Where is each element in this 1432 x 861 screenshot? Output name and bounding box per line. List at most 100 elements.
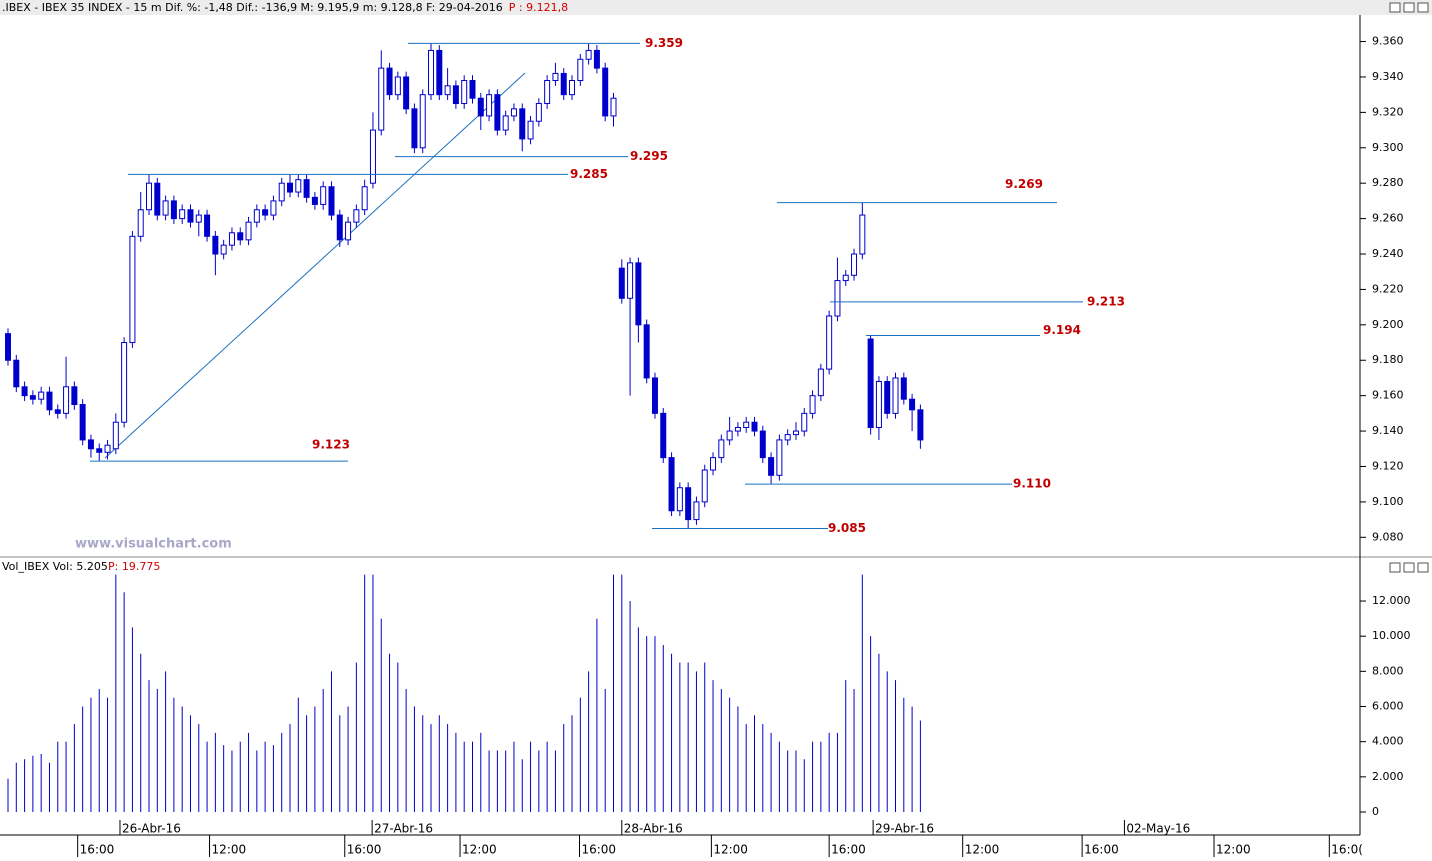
minimize-button[interactable] <box>1389 562 1401 573</box>
candle-body <box>336 214 343 241</box>
candle-body <box>651 377 658 414</box>
candle-body <box>627 262 634 299</box>
candle-body <box>527 120 534 140</box>
close-button[interactable] <box>1417 562 1429 573</box>
candle-body <box>428 49 435 96</box>
maximize-button[interactable] <box>1403 2 1415 13</box>
level-label: 9.359 <box>645 36 683 50</box>
candle-body <box>635 262 642 326</box>
candle-body <box>444 85 451 96</box>
x-tick-label: 12:00 <box>212 843 247 857</box>
candle-body <box>162 200 169 216</box>
y-tick-label: 9.260 <box>1372 212 1404 225</box>
y-tick-label: 9.140 <box>1372 424 1404 437</box>
candle-body <box>220 244 227 255</box>
y-tick-label: 9.300 <box>1372 141 1404 154</box>
date-tick-label: 28-Abr-16 <box>624 822 683 836</box>
candle-body <box>801 412 808 432</box>
x-tick-label: 16:00 <box>1084 843 1119 857</box>
y-tick-label: 9.160 <box>1372 389 1404 402</box>
candle-body <box>5 333 11 361</box>
y2-tick-label: 6.000 <box>1372 700 1404 713</box>
candle-body <box>29 395 36 400</box>
candle-body <box>486 94 493 117</box>
y-tick-label: 9.360 <box>1372 35 1404 48</box>
header: .IBEX - IBEX 35 INDEX - 15 m Dif. %: -1,… <box>2 1 503 14</box>
candle-body <box>146 182 153 211</box>
candle-body <box>237 232 244 241</box>
y-tick-label: 9.200 <box>1372 318 1404 331</box>
candle-body <box>270 200 277 216</box>
candle-body <box>477 97 484 117</box>
candle-body <box>121 342 128 423</box>
candle-body <box>809 395 816 414</box>
y-tick-label: 9.080 <box>1372 530 1404 543</box>
candle-body <box>154 182 161 216</box>
candle-body <box>345 221 352 241</box>
y-tick-label: 9.120 <box>1372 459 1404 472</box>
minimize-button[interactable] <box>1389 2 1401 13</box>
y-tick-label: 9.280 <box>1372 176 1404 189</box>
candle-body <box>262 209 269 216</box>
candle-body <box>892 377 899 414</box>
volume-header-bar <box>0 558 1432 575</box>
candle-body <box>452 85 459 105</box>
candle-body <box>734 427 741 432</box>
y2-tick-label: 12.000 <box>1372 594 1411 607</box>
date-tick-label: 26-Abr-16 <box>122 822 181 836</box>
candle-body <box>726 430 733 441</box>
candle-body <box>834 280 841 317</box>
candle-body <box>643 324 650 379</box>
window-buttons[interactable] <box>1389 2 1429 573</box>
level-label: 9.213 <box>1087 294 1125 308</box>
candle-body <box>71 386 78 406</box>
y-tick-label: 9.220 <box>1372 282 1404 295</box>
candle-body <box>585 49 592 60</box>
candle-body <box>693 501 700 521</box>
candle-body <box>129 235 136 344</box>
x-tick-label: 12:00 <box>965 843 1000 857</box>
candle-body <box>817 368 824 397</box>
candle-body <box>253 209 260 223</box>
candle-body <box>676 487 683 512</box>
x-tick-label: 16:00 <box>347 843 382 857</box>
close-button[interactable] <box>1417 2 1429 13</box>
y-tick-label: 9.340 <box>1372 70 1404 83</box>
candle-body <box>560 72 567 96</box>
candle-body <box>419 94 426 149</box>
candle-body <box>569 80 576 96</box>
level-label: 9.085 <box>828 521 866 535</box>
candle-body <box>701 469 708 503</box>
candle-body <box>909 398 916 411</box>
header-bar <box>0 0 1432 15</box>
candle-body <box>386 67 393 96</box>
watermark: www.visualchart.com <box>75 537 232 552</box>
candle-body <box>170 200 177 220</box>
candle-body <box>320 186 327 205</box>
candle-body <box>668 457 675 512</box>
candle-body <box>378 67 385 131</box>
level-label: 9.123 <box>312 438 350 452</box>
candle-body <box>394 76 401 96</box>
candle-body <box>436 49 443 96</box>
candle-body <box>295 179 302 193</box>
level-label: 9.285 <box>570 167 608 181</box>
candle-body <box>602 67 609 117</box>
candle-body <box>46 391 53 411</box>
candle-body <box>917 409 924 441</box>
candle-body <box>112 421 119 450</box>
volume-header-last: P: 19.775 <box>108 560 160 573</box>
candle-body <box>369 129 376 184</box>
candle-body <box>96 448 103 453</box>
date-tick-label: 27-Abr-16 <box>374 822 433 836</box>
candle-body <box>137 209 144 237</box>
candle-body <box>875 380 882 429</box>
candle-body <box>618 267 625 299</box>
maximize-button[interactable] <box>1403 562 1415 573</box>
candle-body <box>776 439 783 476</box>
candle-body <box>751 421 758 432</box>
candle-body <box>195 214 202 223</box>
candle-body <box>328 186 335 216</box>
y2-tick-label: 8.000 <box>1372 664 1404 677</box>
candle-body <box>104 444 111 453</box>
